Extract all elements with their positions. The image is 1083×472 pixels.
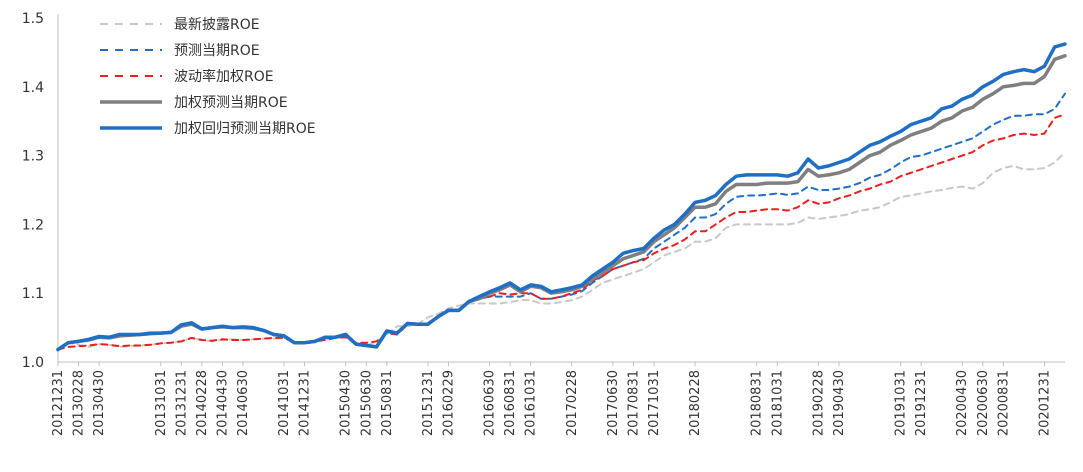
y-tick-label: 1.0 — [22, 355, 44, 371]
legend-label-1: 最新披露ROE — [174, 17, 260, 33]
x-tick-label: 20121231 — [51, 370, 66, 436]
x-tick-label: 20180228 — [688, 370, 703, 436]
y-tick-label: 1.1 — [22, 286, 44, 302]
x-tick-label: 20191031 — [894, 370, 909, 436]
legend-label-4: 加权预测当期ROE — [174, 95, 288, 111]
x-tick-label: 20191231 — [914, 370, 929, 436]
x-tick-label: 20160831 — [503, 370, 518, 436]
x-tick-label: 20170228 — [565, 370, 580, 436]
axes-layer: 1.0 1.1 1.2 1.3 1.4 1.5 20121231 20130228 201304… — [22, 11, 1065, 436]
y-tick-label: 1.3 — [22, 149, 44, 165]
series-layer — [56, 42, 1067, 352]
series-line-2 — [57, 92, 1066, 351]
x-tick-label: 20141231 — [298, 370, 313, 436]
y-tick-label: 1.2 — [22, 217, 44, 233]
x-tick-label: 20161031 — [524, 370, 539, 436]
x-tick-label: 20170831 — [626, 370, 641, 436]
x-tick-label: 20201231 — [1037, 370, 1052, 436]
x-tick-label: 20140430 — [215, 370, 230, 436]
x-tick-label: 20200430 — [955, 370, 970, 436]
legend-label-3: 波动率加权ROE — [174, 68, 274, 85]
x-tick-label: 20160229 — [441, 370, 456, 436]
x-tick-label: 20131031 — [154, 370, 169, 436]
x-tick-label: 20181031 — [770, 370, 785, 436]
series-line-5 — [56, 42, 1067, 352]
legend-label-5: 加权回归预测当期ROE — [174, 120, 316, 137]
x-tick-label: 20180831 — [750, 370, 765, 436]
x-tick-label: 20130430 — [92, 370, 107, 436]
x-tick-label: 20160630 — [483, 370, 498, 436]
x-tick-label: 20130228 — [72, 370, 87, 436]
x-tick-label: 20190228 — [811, 370, 826, 436]
series-line-3 — [57, 113, 1066, 351]
x-tick-label: 20131231 — [174, 370, 189, 436]
x-tick-label: 20170630 — [606, 370, 621, 436]
x-tick-label: 20140228 — [195, 370, 210, 436]
y-tick-label: 1.5 — [22, 11, 44, 27]
x-tick-label: 20190430 — [832, 370, 847, 436]
y-tick-label: 1.4 — [22, 80, 44, 96]
x-tick-label: 20171031 — [647, 370, 662, 436]
x-tick-label: 20150831 — [380, 370, 395, 436]
x-tick-label: 20200831 — [996, 370, 1011, 436]
series-line-1 — [57, 151, 1066, 351]
x-tick-label: 20140630 — [236, 370, 251, 436]
x-tick-label: 20200630 — [976, 370, 991, 436]
x-tick-label: 20150630 — [359, 370, 374, 436]
legend-label-2: 预测当期ROE — [174, 43, 260, 59]
x-tick-label: 20150430 — [339, 370, 354, 436]
legend: 最新披露ROE 预测当期ROE 波动率加权ROE 加权预测当期ROE 加权回归预测当期R… — [100, 17, 316, 137]
x-tick-label: 20141031 — [277, 370, 292, 436]
x-tick-label: 20151231 — [421, 370, 436, 436]
